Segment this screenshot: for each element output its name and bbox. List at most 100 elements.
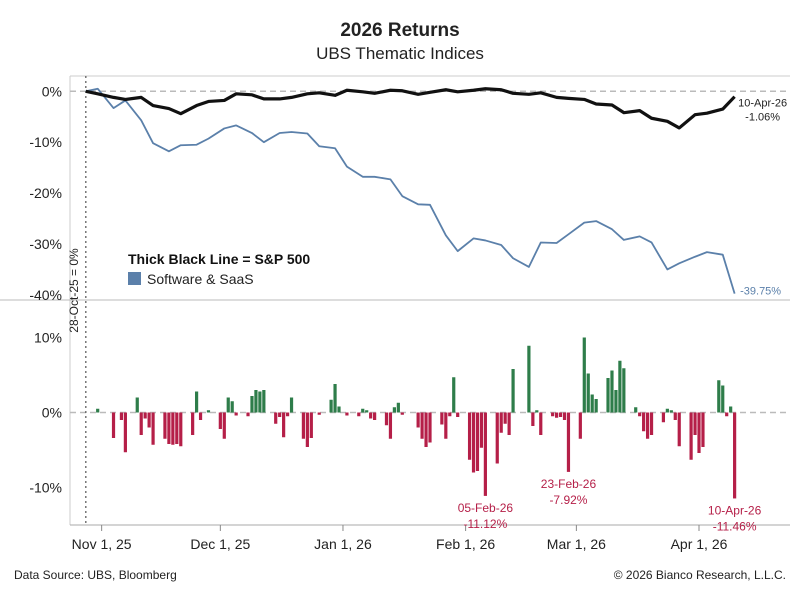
bar bbox=[337, 406, 341, 413]
bar bbox=[452, 377, 456, 413]
bar bbox=[642, 412, 646, 432]
bar bbox=[606, 378, 610, 413]
bar bbox=[309, 412, 313, 438]
bar bbox=[384, 412, 389, 426]
bar bbox=[586, 373, 590, 413]
bar bbox=[123, 412, 127, 453]
legend-software-swatch bbox=[128, 272, 141, 285]
bar bbox=[649, 412, 654, 435]
bar bbox=[495, 412, 499, 464]
legend-software-label: Software & SaaS bbox=[147, 271, 254, 287]
top-y-tick-label: -20% bbox=[29, 185, 62, 201]
bar bbox=[428, 412, 432, 443]
bar bbox=[733, 412, 737, 499]
bar bbox=[373, 412, 377, 420]
bar bbox=[345, 412, 349, 416]
bar bbox=[392, 407, 396, 413]
bar-annotation-date: 23-Feb-26 bbox=[541, 477, 597, 491]
bar bbox=[638, 412, 642, 417]
bar bbox=[151, 412, 155, 445]
bar bbox=[444, 412, 448, 439]
bar bbox=[527, 345, 531, 413]
bar bbox=[333, 384, 337, 413]
bar-annotation-value: -11.46% bbox=[713, 519, 757, 533]
bar bbox=[96, 408, 100, 413]
bar bbox=[566, 412, 571, 472]
bar bbox=[246, 412, 250, 417]
bar bbox=[499, 412, 503, 433]
bar bbox=[250, 396, 254, 413]
x-tick-label: Nov 1, 25 bbox=[72, 536, 132, 552]
bar bbox=[147, 412, 151, 428]
bar bbox=[729, 406, 733, 413]
bar bbox=[673, 412, 677, 420]
bottom-y-tick-label: 10% bbox=[34, 330, 62, 346]
bar bbox=[610, 370, 614, 413]
bar bbox=[645, 412, 650, 439]
bar bbox=[119, 412, 124, 420]
bar bbox=[539, 412, 543, 435]
bar bbox=[191, 412, 195, 435]
software-saas-line bbox=[85, 87, 736, 294]
bar bbox=[507, 412, 511, 435]
bar bbox=[511, 369, 515, 413]
bar bbox=[448, 412, 452, 417]
sp500-end-date-label: 10-Apr-26 bbox=[738, 98, 787, 110]
bar bbox=[614, 390, 618, 413]
bar bbox=[175, 412, 179, 444]
bar bbox=[135, 397, 139, 413]
bar bbox=[234, 412, 238, 416]
bar bbox=[254, 390, 258, 413]
software-end-value-label: -39.75% bbox=[740, 286, 781, 298]
bar bbox=[167, 412, 171, 444]
bar bbox=[139, 412, 143, 435]
bar bbox=[677, 412, 681, 447]
x-tick-label: Dec 1, 25 bbox=[190, 536, 250, 552]
bar bbox=[222, 412, 226, 439]
bar bbox=[503, 412, 507, 424]
bar bbox=[361, 408, 365, 413]
bottom-y-tick-label: -10% bbox=[29, 480, 62, 496]
bar bbox=[365, 410, 369, 413]
bar bbox=[578, 412, 582, 439]
bar bbox=[725, 412, 729, 417]
bar bbox=[262, 390, 266, 413]
x-tick-label: Feb 1, 26 bbox=[436, 536, 495, 552]
bar-annotation-date: 10-Apr-26 bbox=[708, 503, 762, 517]
bar bbox=[329, 399, 333, 413]
bar bbox=[230, 401, 234, 413]
bar bbox=[483, 412, 487, 496]
bar bbox=[467, 412, 472, 460]
bar bbox=[479, 412, 484, 448]
bar bbox=[357, 412, 361, 417]
bar bbox=[282, 412, 286, 438]
top-y-tick-label: -10% bbox=[29, 134, 62, 150]
bar bbox=[420, 412, 424, 439]
bar-annotation-date: 05-Feb-26 bbox=[458, 501, 514, 515]
bar bbox=[289, 397, 294, 413]
bar bbox=[301, 412, 306, 439]
copyright-note: © 2026 Bianco Research, L.L.C. bbox=[613, 568, 786, 582]
bar bbox=[388, 412, 393, 439]
x-tick-label: Jan 1, 26 bbox=[314, 536, 372, 552]
bar bbox=[226, 397, 230, 413]
bar-annotation-value: -11.12% bbox=[463, 517, 507, 531]
bar bbox=[218, 412, 222, 429]
bar-annotation-value: -7.92% bbox=[549, 493, 587, 507]
bar bbox=[471, 412, 476, 473]
legend-sp500-label: Thick Black Line = S&P 500 bbox=[128, 251, 310, 267]
bar bbox=[669, 410, 673, 413]
sp500-line bbox=[85, 87, 736, 130]
bar bbox=[206, 410, 211, 413]
bar bbox=[558, 412, 563, 417]
bar bbox=[622, 368, 626, 413]
bar bbox=[594, 399, 598, 413]
bar bbox=[582, 337, 586, 413]
bar bbox=[701, 412, 705, 447]
bar bbox=[278, 412, 282, 417]
bar bbox=[717, 380, 721, 413]
bar bbox=[554, 412, 559, 418]
bar bbox=[198, 412, 203, 420]
bar bbox=[400, 412, 404, 415]
